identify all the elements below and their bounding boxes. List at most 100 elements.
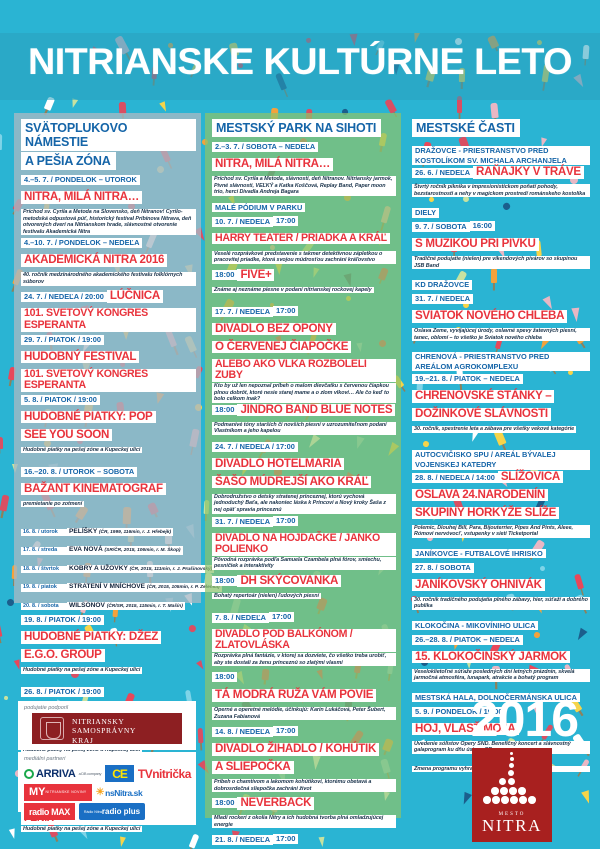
event-time: 17:00 [273,515,299,526]
event-title: SKUPINY HORKÝŽE SLÍŽE [412,506,560,520]
city-logo-nitra: NITRA [482,816,542,835]
top-band [0,0,600,33]
film-name: STRATENÍ V MNÍCHOVE (ČR, 2015, 105min, r… [67,583,222,592]
event-title: 101. SVETOVÝ KONGRES ESPERANTA [21,308,196,332]
event-title: TÁ MODRÁ RUŽA VÁM POVIE [212,688,377,702]
event-description: Veselé rozprávkové predstavenie s takmer… [212,250,396,264]
event-description: 30. ročník tradičného podujatia plného z… [412,596,590,610]
event-entry: 18:00 JINDRO BAND BLUE NOTES Podmanivé tón… [212,403,396,439]
year-label: 2016 [470,691,579,747]
event-title: NEVERBACK [237,796,315,810]
film-name: WILSONOV (ČR/SR, 2015, 115min, r. T. Maš… [67,601,185,611]
film-row: 20. 8. / sobota WILSONOV (ČR/SR, 2015, 11… [21,594,196,612]
event-title: HARRY TEATER / PRIADKA A KRÁĽ [212,232,390,245]
event-entry: 4.–5. 7. / PONDELOK – UTOROK NITRA, MILÁ … [21,172,196,236]
nitra-dot [491,787,499,795]
event-date: 14. 8. / NEDEĽA [212,726,274,737]
event-entry: 26.–28. 8. / PIATOK – NEDEĽA 15. KLOKOČIN… [412,632,590,686]
event-entry: 10. 7. / NEDEĽA 17:00 HARRY TEATER / PRIAD… [212,214,396,268]
event-entry: 5. 8. / PIATOK / 19:00 HUDOBNÉ PIATKY: PO… [21,392,196,464]
event-entry: 29. 7. / PIATOK / 19:00 HUDOBNÝ FESTIVAL 1… [21,332,196,392]
nitra-dot [508,763,514,768]
nsk-line3: KRAJ [72,735,94,745]
event-time: 17:00 [273,305,299,316]
event-date: 5. 8. / PIATOK / 19:00 [21,394,100,405]
venue-group: KD DRAŽOVCE [412,273,590,291]
ice-cream-icon [581,790,593,806]
ice-cream-icon [6,598,15,607]
nitra-dot [507,770,514,776]
event-title: ALEBO AKO VLKA ROZBOLELI ZUBY [212,358,396,382]
logo-arriva: ARRIVA a DB company [24,765,101,782]
event-date: 31. 7. / NEDEĽA [212,516,274,527]
event-date: 19.–21. 8. / PIATOK – NEDEĽA [412,374,523,385]
main-sponsor-box: podujatie podporil NITRIANSKY SAMOSPRÁVN… [18,701,196,750]
event-title: DIVADLO POD BALKÓNOM / ZLATOVLÁSKA [212,628,396,652]
venue-group: KLOKOČINA - MIKOVÍNIHO ULICA [412,614,590,632]
column-svatoplukovo: SVÄTOPLUKOVO NÁMESTIE A PEŠIA ZÓNA 4.–5.… [14,113,222,833]
event-date: 10. 7. / NEDEĽA [212,216,274,227]
venue-group: JANÍKOVCE - FUTBALOVÉ IHRISKO [412,542,590,560]
column-heading-line1: MESTSKÉ ČASTI [412,119,520,137]
event-title: BAŽANT KINEMATOGRAF [21,482,166,496]
event-description: Štvrtý ročník piknika v impresionisticko… [412,184,590,198]
logo-tvnitricka: TVnitrička [137,766,192,781]
film-date: 20. 8. / sobota [21,602,67,611]
event-time: 16:00 [469,221,496,232]
nitra-dot [483,796,491,804]
venue-group: MESTSKÁ HALA, DOLNOČERMÁNSKA ULICA [412,686,590,704]
event-time: 18:00 [212,797,238,808]
ice-cream-icon [0,622,3,638]
event-description: Rozprávka plná fantázie, v ktorej sa doz… [212,652,396,667]
venue-name: KLOKOČINA - MIKOVÍNIHO ULICA [412,620,539,631]
event-description: Hudobné piatky na pešej zóne a Kupeckej … [21,825,143,833]
event-description: Pôvodná rozprávka podľa Samuela Czambela… [212,556,396,570]
film-meta: (ČR, 2015, 111min, r. J. Prušinovský) [129,566,213,572]
event-date: 26. 8. / PIATOK / 19:00 [21,687,104,698]
event-time: 18:00 [212,269,238,280]
film-date: 18. 8. / štvrtok [21,565,67,574]
event-title: A SLIEPOČKA [212,760,294,774]
nitra-dot [528,796,536,804]
title-bar-overlay [0,33,600,100]
logo-radio-plus: Rádio Nitra radio plus [78,803,146,820]
event-time: 18:00 [212,671,238,682]
event-date: 16.–20. 8. / UTOROK – SOBOTA [21,466,138,477]
venue-group: SYNAGÓGA [21,843,196,849]
event-title: JANÍKOVSKÝ OHNIVÁK [412,578,545,592]
event-entry: 19.–21. 8. / PIATOK – NEDEĽA CHRENOVSKÉ S… [412,371,590,443]
logo-radio-max: radio MAX [24,803,75,820]
venue-group: DRAŽOVCE - PRIESTRANSTVO PRED KOSTOLÍKOM… [412,139,590,166]
ice-cream-icon [197,727,204,743]
event-description: 30. ročník, spestrenie leta a zábava pre… [412,426,577,433]
event-title: 101. SVETOVÝ KONGRES ESPERANTA [21,368,196,392]
nsk-line2: SAMOSPRÁVNY [72,726,136,736]
event-description: Hudobné piatky na pešej zóne a Kupeckej … [21,667,143,674]
film-meta: (SR/ČR, 2015, 106min, r. M. Škop) [104,548,181,554]
event-title: SVIATOK NOVÉHO CHLEBA [412,310,568,323]
event-description: Hudobné piatky na pešej zóne a Kupeckej … [21,747,143,755]
media-logo-list: ARRIVA a DB company CE TVnitrička MY NITRI… [18,764,196,823]
event-entry: 18:00 DH SKÝCOVANKA Bohatý repertoár (niel… [212,574,396,610]
film-row: 17. 8. / streda EVA NOVÁ (SR/ČR, 2015, 10… [21,538,196,556]
event-title: ŠAŠO MÚDREJŠÍ AKO KRÁĽ [212,475,372,489]
event-date: 19. 8. / PIATOK / 19:00 [21,615,104,626]
event-title: DIVADLO NA HOJDAČKE / JANKO POLIENKO [212,532,396,556]
event-date: 26. 6. / NEDEĽA [412,168,474,179]
nitra-dot [509,787,517,795]
event-entry: 14. 8. / NEDEĽA 17:00 DIVADLO ŽIHADLO / KO… [212,724,396,796]
event-title: HUDOBNÝ FESTIVAL [21,350,140,364]
event-title: DH SKÝCOVANKA [237,574,342,588]
column-heading-line1: MESTSKÝ PARK NA SIHOTI [212,119,382,137]
event-title: 15. KLOKOČINSKÝ JARMOK [412,650,570,664]
venue-group: DIELY [412,201,590,219]
column-heading-line2: A PEŠIA ZÓNA [21,152,116,170]
event-title: RAŇAJKY V TRÁVE [473,166,584,179]
event-title: HOJ, VLASŤ MOJA [412,722,519,736]
event-date: 4.–10. 7. / PONDELOK – NEDEĽA [21,238,143,249]
event-description: Príchod sv. Cyrila a Metoda na Slovensko… [21,209,196,236]
venue-group: AUTOCVIČISKO SPU / AREÁL BÝVALEJ VOJENSK… [412,443,590,470]
event-description: Mladí rockeri z okolia Nitry a ich hudob… [212,814,396,829]
